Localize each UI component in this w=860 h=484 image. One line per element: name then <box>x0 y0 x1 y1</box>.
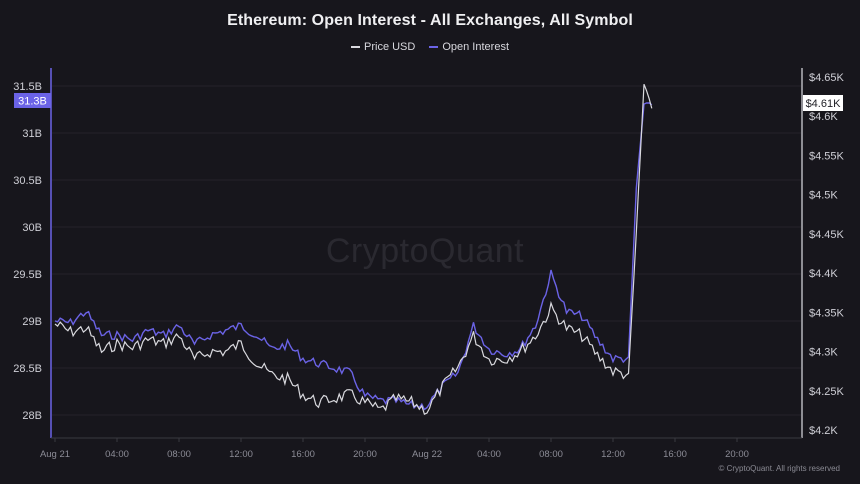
copyright-notice: © CryptoQuant. All rights reserved <box>718 464 841 473</box>
left-current-value-bg <box>14 93 51 108</box>
legend-item-open-interest[interactable]: Open Interest <box>429 41 509 53</box>
right-tick-label: $4.55K <box>809 150 845 162</box>
legend-label-price: Price USD <box>364 41 416 53</box>
watermark: CryptoQuant <box>326 232 524 270</box>
legend-label-open-interest: Open Interest <box>442 41 509 53</box>
open-interest-line-swatch-icon <box>429 46 439 48</box>
x-tick-label: 20:00 <box>353 449 377 460</box>
left-axis-ticks: 31.5B 31B 30.5B 30B 29.5B 29B 28.5B 28B <box>13 81 42 422</box>
right-current-value-bg <box>803 95 843 111</box>
x-axis-ticks: Aug 21 04:00 08:00 12:00 16:00 20:00 Aug 22 04:… <box>40 438 749 460</box>
x-tick-label: 04:00 <box>477 449 501 460</box>
right-tick-label: $4.25K <box>809 386 845 398</box>
right-tick-label: $4.4K <box>809 268 838 280</box>
left-tick-label: 30.5B <box>13 175 42 187</box>
right-tick-label: $4.35K <box>809 307 845 319</box>
right-tick-label: $4.5K <box>809 190 838 202</box>
left-tick-label: 28.5B <box>13 363 42 375</box>
left-current-value: 31.3B <box>18 96 47 108</box>
gridlines <box>52 85 801 416</box>
x-tick-label: Aug 21 <box>40 449 70 460</box>
legend-item-price[interactable]: Price USD <box>351 41 415 53</box>
legend: Price USD Open Interest <box>0 41 860 53</box>
left-tick-label: 28B <box>22 410 42 422</box>
x-tick-label: 20:00 <box>725 449 749 460</box>
x-tick-label: 04:00 <box>105 449 129 460</box>
x-tick-label: 08:00 <box>539 449 563 460</box>
price-series-line <box>54 83 653 416</box>
price-line-swatch-icon <box>351 46 360 48</box>
right-tick-label: $4.2K <box>809 425 838 437</box>
x-tick-label: 16:00 <box>663 449 687 460</box>
left-current-value-marker: 31.3B <box>14 93 51 108</box>
chart-title: Ethereum: Open Interest - All Exchanges,… <box>227 12 633 29</box>
right-tick-label: $4.3K <box>809 347 838 359</box>
right-current-value-marker: $4.61K <box>803 95 843 111</box>
left-tick-label: 29.5B <box>13 269 42 281</box>
right-tick-label: $4.65K <box>809 72 845 84</box>
left-tick-label: 31B <box>22 128 42 140</box>
x-tick-label: Aug 22 <box>412 449 442 460</box>
x-tick-label: 12:00 <box>601 449 625 460</box>
left-tick-label: 29B <box>22 316 42 328</box>
x-tick-label: 12:00 <box>229 449 253 460</box>
right-tick-label: $4.6K <box>809 111 838 123</box>
left-tick-label: 30B <box>22 222 42 234</box>
right-current-value: $4.61K <box>806 98 842 110</box>
x-tick-label: 16:00 <box>291 449 315 460</box>
right-tick-label: $4.45K <box>809 229 845 241</box>
x-tick-label: 08:00 <box>167 449 191 460</box>
right-axis-ticks: $4.65K $4.6K $4.55K $4.5K $4.45K $4.4K $4.35K $… <box>809 72 845 437</box>
left-tick-label: 31.5B <box>13 81 42 93</box>
open-interest-series-line <box>54 102 653 411</box>
